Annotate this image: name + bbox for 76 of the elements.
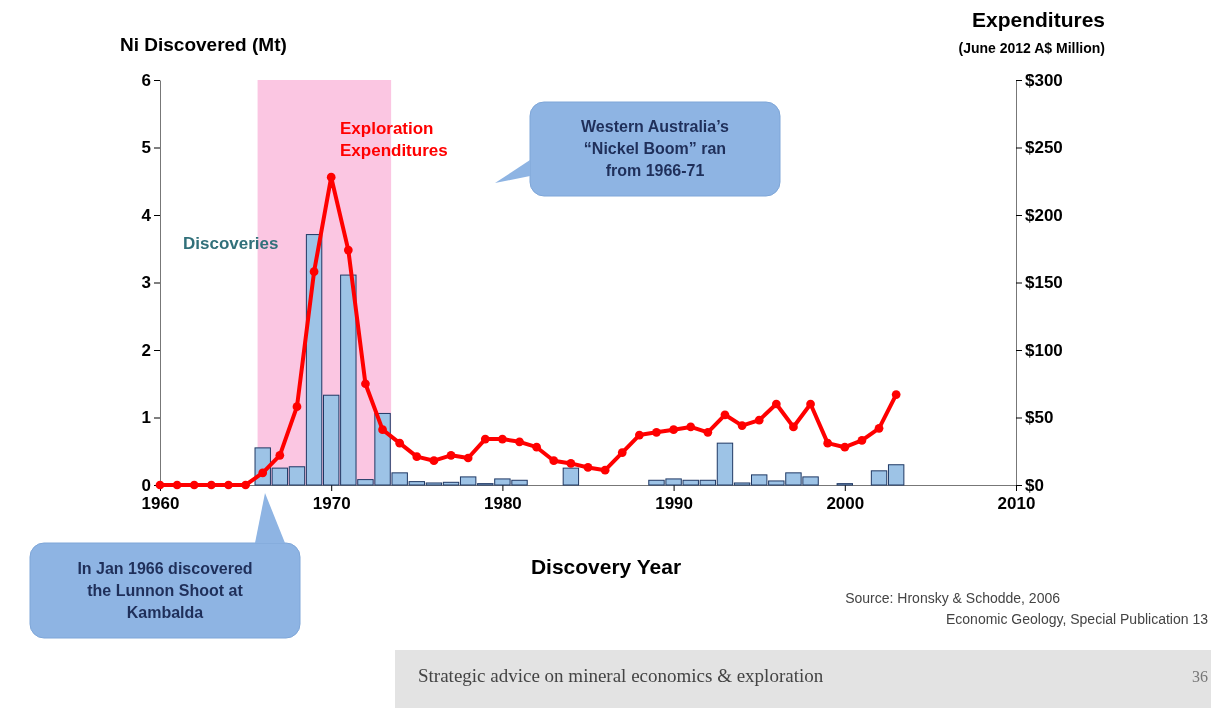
point [583,463,593,472]
point [275,450,285,460]
y-axis-title: Ni Discovered (Mt) [120,34,287,55]
point [737,421,747,430]
x-tick-label: 1980 [483,494,522,514]
point [378,425,387,435]
point [292,402,302,412]
x-tick-label: 1970 [312,494,351,514]
y-tick-label: 1 [141,408,151,428]
point [498,434,507,444]
y2-tick-label: $0 [1025,475,1044,495]
y-tick-label: 3 [141,273,151,293]
point [463,453,473,463]
point [429,456,439,466]
point [669,425,678,435]
point [258,468,268,478]
y-tick-label: 5 [141,138,151,158]
y-tick-label: 6 [141,70,151,90]
point [720,410,730,420]
point [754,415,764,425]
point [395,438,405,448]
point [326,172,336,182]
point [189,480,199,490]
point [617,448,627,457]
point [446,450,456,460]
point [789,422,798,432]
point [361,379,370,389]
y2-axis-title: Expenditures (June 2012 A$ Million) [958,8,1105,56]
point [343,245,353,255]
bar [562,467,580,486]
y2-tick-label: $300 [1025,70,1063,90]
point [309,267,319,277]
y2-tick-label: $150 [1025,273,1063,293]
point [634,430,644,440]
point [241,480,250,490]
point [224,480,233,490]
y-tick-label: 0 [141,475,151,495]
point [771,399,781,409]
text: Strategic advice on mineral economics & exploration [418,665,824,686]
point [840,442,850,452]
x-tick-label: 1990 [655,494,694,514]
point [532,442,542,452]
point [600,465,610,475]
x-tick-label: 1960 [141,494,180,514]
source-note: Source: Hronsky & Schodde, 2006 [845,590,1061,606]
y2-tick-label: $200 [1025,205,1063,225]
y-tick-label: 2 [141,340,151,360]
series-label: Discoveries [183,234,279,253]
y2-tick-label: $100 [1025,340,1063,360]
x-axis-title: Discovery Year [530,555,682,578]
point [566,459,576,468]
point [549,456,559,466]
point [891,390,901,399]
point [652,427,661,437]
point [155,480,165,490]
x-tick-label: 2000 [826,494,865,514]
point [412,452,422,462]
text: Economic Geology, Special Publication 13 [945,611,1209,627]
point [172,480,182,490]
y-tick-label: 4 [141,205,152,225]
series-label: Exploration Expenditures [340,119,448,161]
text: 36 [1192,668,1208,685]
point [515,437,524,447]
point [874,423,884,433]
text: In Jan 1966 discovered the Lunnon Shoot at Kambalda [77,559,253,621]
y2-tick-label: $50 [1025,408,1054,428]
y2-tick-label: $250 [1025,138,1063,158]
point [480,434,490,444]
point [206,480,216,490]
x-tick-label: 2010 [997,494,1036,514]
point [857,436,867,445]
annotation: Western Australia’s “Nickel Boom” ran from 1966-71 [581,118,730,179]
point [806,399,815,409]
point [686,422,696,432]
point [823,438,833,448]
point [703,427,713,437]
